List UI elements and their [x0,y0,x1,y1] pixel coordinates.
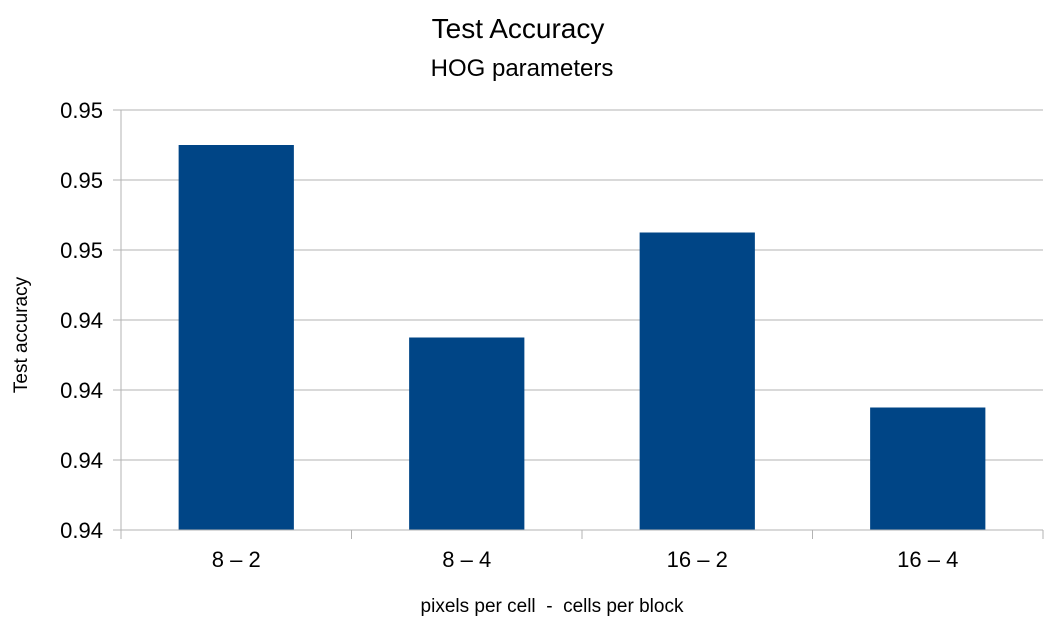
y-tick-labels: 0.94 0.94 0.94 0.94 0.95 0.95 0.95 [60,98,103,543]
x-tick-label: 8 – 2 [212,547,261,572]
x-axis-title: pixels per cell - cells per block [421,596,684,617]
y-tick-label: 0.94 [60,308,103,333]
y-tick-label: 0.94 [60,448,103,473]
y-axis-title: Test accuracy [11,276,32,393]
y-tick-label: 0.94 [60,378,103,403]
y-tick-label: 0.95 [60,238,103,263]
bar [178,145,294,530]
axes [120,110,1044,539]
y-tick-label: 0.95 [60,98,103,123]
x-tick-label: 16 – 2 [667,547,728,572]
bar [409,337,525,530]
y-tick-label: 0.94 [60,518,103,543]
x-tick-label: 8 – 4 [442,547,491,572]
chart-title: Test Accuracy [432,13,605,44]
x-tick-labels: 8 – 2 8 – 4 16 – 2 16 – 4 [212,547,959,572]
x-tick-label: 16 – 4 [897,547,958,572]
bars [178,145,986,530]
chart-subtitle: HOG parameters [431,55,614,82]
bar [870,407,986,530]
bar [639,232,755,530]
y-tick-label: 0.95 [60,168,103,193]
